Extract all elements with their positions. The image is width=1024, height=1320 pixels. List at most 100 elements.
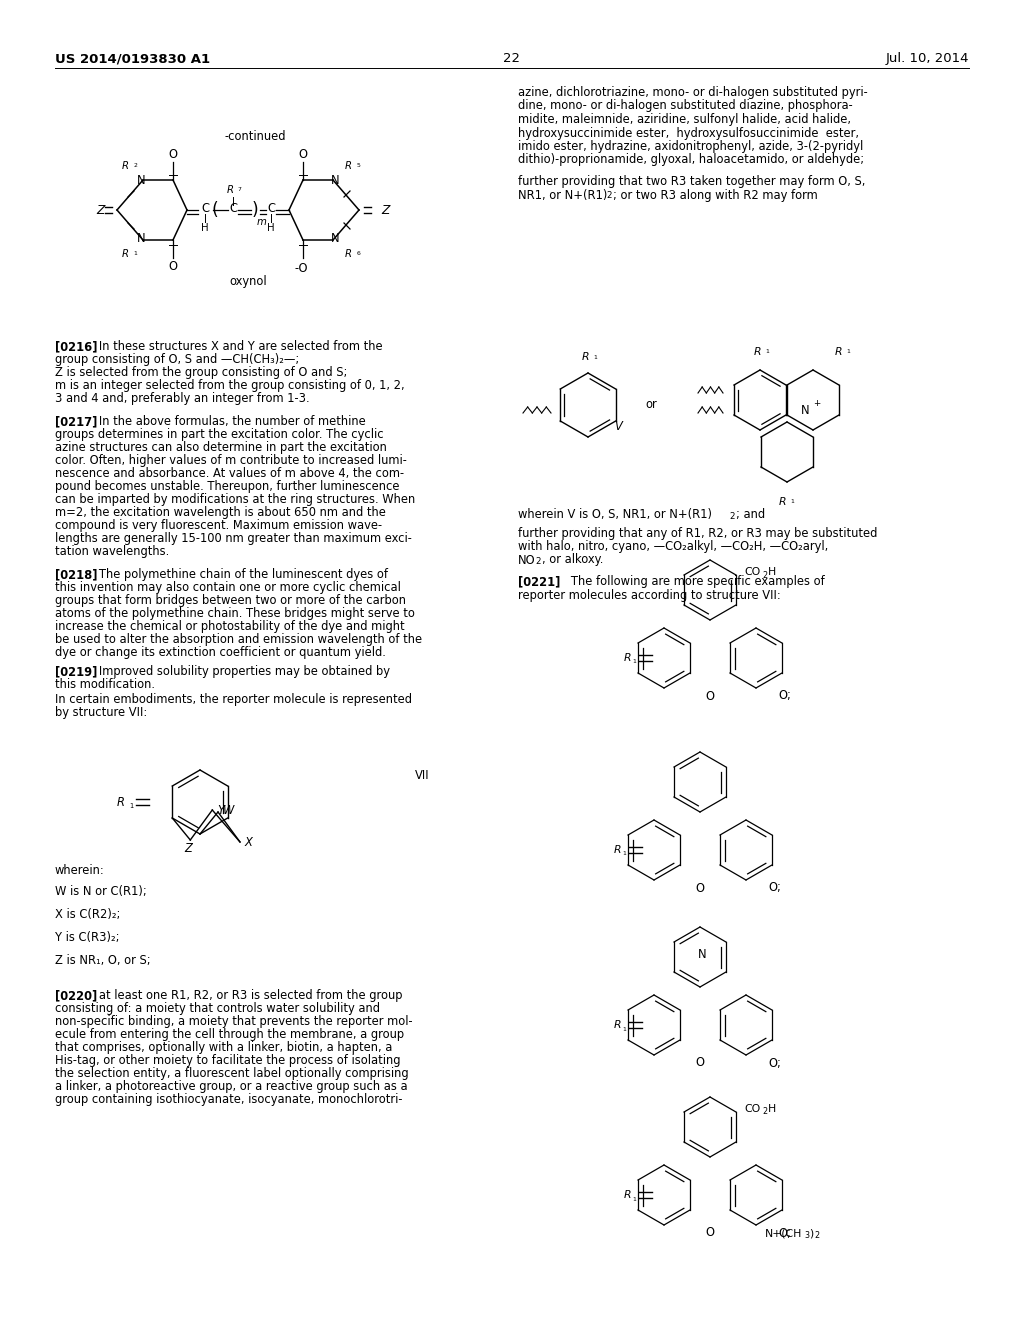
Text: hydroxysuccinimide ester,  hydroxysulfosuccinimide  ester,: hydroxysuccinimide ester, hydroxysulfosu…	[518, 127, 859, 140]
Text: tation wavelengths.: tation wavelengths.	[55, 545, 169, 558]
Text: , or alkoxy.: , or alkoxy.	[542, 553, 603, 566]
Text: R: R	[122, 161, 128, 172]
Text: groups determines in part the excitation color. The cyclic: groups determines in part the excitation…	[55, 428, 384, 441]
Text: Jul. 10, 2014: Jul. 10, 2014	[886, 51, 969, 65]
Text: O;: O;	[778, 689, 791, 702]
Text: NO: NO	[518, 553, 536, 566]
Text: groups that form bridges between two or more of the carbon: groups that form bridges between two or …	[55, 594, 406, 607]
Text: wherein V is O, S, NR1, or N+(R1): wherein V is O, S, NR1, or N+(R1)	[518, 508, 712, 521]
Text: In certain embodiments, the reporter molecule is represented: In certain embodiments, the reporter mol…	[55, 693, 412, 706]
Text: R: R	[835, 347, 842, 356]
Text: reporter molecules according to structure VII:: reporter molecules according to structur…	[518, 589, 780, 602]
Text: W: W	[223, 804, 234, 817]
Text: R: R	[344, 249, 351, 259]
Text: VII: VII	[415, 770, 430, 781]
Text: 2: 2	[762, 570, 767, 579]
Text: $_1$: $_1$	[622, 850, 628, 858]
Text: R: R	[614, 845, 622, 855]
Text: azine structures can also determine in part the excitation: azine structures can also determine in p…	[55, 441, 387, 454]
Text: X is C(R2)₂;: X is C(R2)₂;	[55, 908, 121, 921]
Text: C: C	[229, 202, 237, 215]
Text: His-tag, or other moiety to facilitate the process of isolating: His-tag, or other moiety to facilitate t…	[55, 1053, 400, 1067]
Text: R: R	[624, 653, 632, 663]
Text: CO: CO	[744, 1104, 760, 1114]
Text: [0221]: [0221]	[518, 576, 560, 587]
Text: atoms of the polymethine chain. These bridges might serve to: atoms of the polymethine chain. These br…	[55, 607, 415, 620]
Text: H: H	[267, 223, 274, 234]
Text: $_7$: $_7$	[237, 186, 243, 194]
Text: 2: 2	[762, 1107, 767, 1117]
Text: nescence and absorbance. At values of m above 4, the com-: nescence and absorbance. At values of m …	[55, 467, 404, 480]
Text: pound becomes unstable. Thereupon, further luminescence: pound becomes unstable. Thereupon, furth…	[55, 480, 399, 492]
Text: R: R	[122, 249, 128, 259]
Text: m is an integer selected from the group consisting of 0, 1, 2,: m is an integer selected from the group …	[55, 379, 404, 392]
Text: ; and: ; and	[736, 508, 765, 521]
Text: oxynol: oxynol	[229, 275, 267, 288]
Text: -O: -O	[294, 261, 308, 275]
Text: CO: CO	[744, 568, 760, 577]
Text: V: V	[614, 421, 622, 433]
Text: dithio)-proprionamide, glyoxal, haloacetamido, or aldehyde;: dithio)-proprionamide, glyoxal, haloacet…	[518, 153, 864, 166]
Text: In the above formulas, the number of methine: In the above formulas, the number of met…	[88, 414, 366, 428]
Text: N: N	[331, 174, 339, 187]
Text: $_1$: $_1$	[133, 249, 138, 259]
Text: azine, dichlorotriazine, mono- or di-halogen substituted pyri-: azine, dichlorotriazine, mono- or di-hal…	[518, 86, 867, 99]
Text: imido ester, hydrazine, axidonitrophenyl, azide, 3-(2-pyridyl: imido ester, hydrazine, axidonitrophenyl…	[518, 140, 863, 153]
Text: compound is very fluorescent. Maximum emission wave-: compound is very fluorescent. Maximum em…	[55, 519, 382, 532]
Text: H: H	[201, 223, 209, 234]
Text: C: C	[201, 202, 209, 215]
Text: C: C	[267, 202, 275, 215]
Text: $_1$: $_1$	[129, 801, 134, 810]
Text: NR1, or N+(R1): NR1, or N+(R1)	[518, 189, 607, 202]
Text: O;: O;	[768, 1056, 781, 1069]
Text: color. Often, higher values of m contribute to increased lumi-: color. Often, higher values of m contrib…	[55, 454, 407, 467]
Text: Improved solubility properties may be obtained by: Improved solubility properties may be ob…	[88, 665, 390, 678]
Text: O: O	[299, 148, 307, 161]
Text: ): )	[252, 201, 258, 219]
Text: N: N	[136, 232, 145, 246]
Text: or: or	[645, 399, 656, 412]
Text: Z is NR₁, O, or S;: Z is NR₁, O, or S;	[55, 954, 151, 968]
Text: [0220]: [0220]	[55, 989, 97, 1002]
Text: $_1$: $_1$	[593, 352, 598, 362]
Text: $_6$: $_6$	[356, 249, 361, 259]
Text: Y: Y	[217, 804, 224, 817]
Text: midite, maleimnide, aziridine, sulfonyl halide, acid halide,: midite, maleimnide, aziridine, sulfonyl …	[518, 114, 851, 125]
Text: can be imparted by modifications at the ring structures. When: can be imparted by modifications at the …	[55, 492, 416, 506]
Text: R: R	[344, 161, 351, 172]
Text: further providing that two R3 taken together may form O, S,: further providing that two R3 taken toge…	[518, 176, 865, 187]
Text: R: R	[614, 1020, 622, 1030]
Text: a linker, a photoreactive group, or a reactive group such as a: a linker, a photoreactive group, or a re…	[55, 1080, 408, 1093]
Text: be used to alter the absorption and emission wavelength of the: be used to alter the absorption and emis…	[55, 634, 422, 645]
Text: 2: 2	[729, 512, 734, 521]
Text: that comprises, optionally with a linker, biotin, a hapten, a: that comprises, optionally with a linker…	[55, 1041, 392, 1053]
Text: 2: 2	[606, 191, 611, 201]
Text: $_1$: $_1$	[622, 1024, 628, 1034]
Text: $_1$: $_1$	[632, 1195, 637, 1204]
Text: 3 and 4 and, preferably an integer from 1-3.: 3 and 4 and, preferably an integer from …	[55, 392, 309, 405]
Text: -continued: -continued	[224, 129, 286, 143]
Text: N: N	[697, 949, 707, 961]
Text: O;: O;	[768, 882, 781, 895]
Text: O: O	[706, 689, 715, 702]
Text: non-specific binding, a moiety that prevents the reporter mol-: non-specific binding, a moiety that prev…	[55, 1015, 413, 1028]
Text: R: R	[778, 498, 785, 507]
Text: $_5$: $_5$	[356, 161, 361, 170]
Text: O: O	[695, 1056, 705, 1069]
Text: dine, mono- or di-halogen substituted diazine, phosphora-: dine, mono- or di-halogen substituted di…	[518, 99, 853, 112]
Text: R: R	[117, 796, 125, 808]
Text: O: O	[169, 260, 177, 272]
Text: $_1$: $_1$	[790, 498, 796, 507]
Text: increase the chemical or photostability of the dye and might: increase the chemical or photostability …	[55, 620, 404, 634]
Text: H: H	[768, 568, 776, 577]
Text: ecule from entering the cell through the membrane, a group: ecule from entering the cell through the…	[55, 1028, 404, 1041]
Text: $_1$: $_1$	[846, 347, 851, 356]
Text: $_1$: $_1$	[765, 347, 770, 356]
Text: this modification.: this modification.	[55, 678, 155, 690]
Text: N: N	[136, 174, 145, 187]
Text: US 2014/0193830 A1: US 2014/0193830 A1	[55, 51, 210, 65]
Text: ): )	[809, 1228, 813, 1238]
Text: (: (	[212, 201, 218, 219]
Text: with halo, nitro, cyano, —CO₂alkyl, —CO₂H, —CO₂aryl,: with halo, nitro, cyano, —CO₂alkyl, —CO₂…	[518, 540, 828, 553]
Text: O: O	[169, 148, 177, 161]
